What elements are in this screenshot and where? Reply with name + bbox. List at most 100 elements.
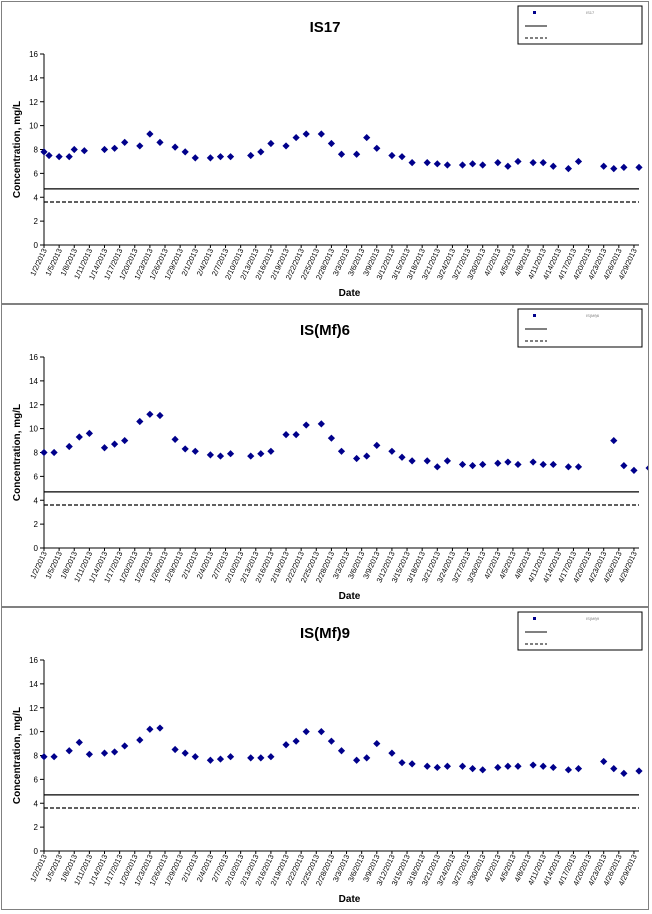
y-tick-label: 0	[34, 847, 39, 856]
chart-panel-3: IS(Mf)9 IS(Mf)9 0 2 4 6 8 10 12 14 16 Concentration…	[1, 607, 649, 910]
y-tick-label: 12	[29, 98, 38, 107]
data-point	[171, 435, 179, 443]
chart-is17: IS17 IS17 0 2 4 6 8 10 12 14 16 Concentration, mg/L…	[12, 5, 643, 299]
data-point	[282, 430, 290, 439]
data-point	[50, 753, 58, 761]
data-point	[469, 765, 477, 773]
legend-box	[517, 5, 643, 45]
data-point	[539, 762, 547, 770]
data-point	[80, 147, 88, 155]
data-point	[408, 159, 416, 167]
legend-marker-icon	[533, 314, 536, 317]
data-point	[635, 767, 643, 775]
data-point	[514, 157, 522, 166]
y-tick-label: 2	[34, 520, 39, 529]
y-tick-label: 16	[29, 50, 38, 59]
data-point	[156, 724, 164, 732]
data-point	[443, 762, 451, 770]
data-point	[121, 138, 129, 146]
y-tick-label: 10	[29, 122, 38, 131]
y-tick-label: 2	[34, 823, 39, 832]
y-tick-label: 6	[34, 169, 39, 178]
data-point	[110, 144, 119, 152]
data-point	[514, 762, 522, 770]
data-point	[136, 736, 144, 744]
legend-label: IS(Mf)6	[586, 313, 600, 318]
y-tick-label: 14	[29, 74, 38, 83]
legend-box	[517, 308, 643, 348]
data-point	[353, 756, 361, 764]
y-tick-label: 6	[34, 775, 39, 784]
data-point	[75, 738, 83, 746]
data-point	[226, 153, 235, 161]
data-point	[539, 159, 547, 167]
chart-legend: IS17	[517, 5, 643, 45]
data-point	[191, 154, 199, 162]
data-point	[363, 133, 371, 142]
data-point	[191, 753, 199, 761]
data-point	[267, 753, 275, 761]
data-point	[398, 759, 406, 767]
data-point	[181, 148, 189, 156]
data-point	[292, 430, 300, 439]
data-point	[529, 761, 537, 769]
data-point	[171, 143, 179, 151]
data-point	[610, 765, 618, 773]
data-point	[65, 153, 73, 161]
data-point	[574, 765, 583, 773]
data-point	[620, 769, 628, 778]
y-tick-label: 4	[34, 193, 39, 202]
data-point	[257, 148, 265, 156]
data-point	[337, 150, 346, 158]
chart-legend: IS(Mf)9	[517, 611, 643, 651]
chart-is-mf9: IS(Mf)9 IS(Mf)9 0 2 4 6 8 10 12 14 16 Concentration…	[12, 611, 643, 905]
y-tick-label: 14	[29, 377, 38, 386]
data-point	[388, 447, 396, 455]
data-point	[388, 749, 396, 757]
data-point	[191, 447, 199, 455]
data-point	[110, 440, 119, 448]
data-point	[282, 741, 290, 749]
chart-legend: IS(Mf)6	[517, 308, 643, 348]
data-point	[363, 452, 371, 460]
data-point	[423, 762, 431, 770]
data-point	[206, 756, 214, 764]
data-point	[479, 460, 487, 469]
data-point	[302, 421, 310, 429]
y-tick-label: 4	[34, 799, 39, 808]
data-point	[479, 161, 487, 169]
data-point	[564, 165, 573, 173]
y-tick-label: 10	[29, 728, 38, 737]
data-point	[504, 162, 512, 170]
data-point	[146, 725, 154, 733]
data-point	[458, 460, 467, 469]
data-point	[610, 165, 618, 173]
data-point	[181, 445, 189, 453]
data-point	[423, 159, 431, 167]
data-point	[433, 763, 441, 772]
data-point	[302, 130, 310, 138]
y-tick-label: 12	[29, 704, 38, 713]
data-point	[504, 458, 512, 466]
data-point	[337, 447, 346, 455]
chart-title: IS(Mf)9	[300, 625, 350, 642]
y-tick-label: 0	[34, 544, 39, 553]
data-point	[267, 447, 275, 455]
y-tick-label: 16	[29, 353, 38, 362]
data-point	[398, 153, 406, 161]
data-point	[353, 150, 361, 158]
y-tick-label: 8	[34, 146, 39, 155]
legend-marker-icon	[533, 11, 536, 14]
data-point	[40, 448, 48, 457]
data-point	[423, 457, 431, 465]
data-point	[327, 737, 336, 745]
data-point	[564, 766, 573, 774]
data-point	[433, 463, 441, 471]
data-point	[600, 162, 608, 170]
y-tick-label: 0	[34, 241, 39, 250]
data-point	[373, 144, 381, 152]
data-point	[529, 458, 537, 466]
data-point	[494, 159, 502, 167]
data-point	[171, 745, 179, 754]
data-point	[458, 161, 467, 169]
